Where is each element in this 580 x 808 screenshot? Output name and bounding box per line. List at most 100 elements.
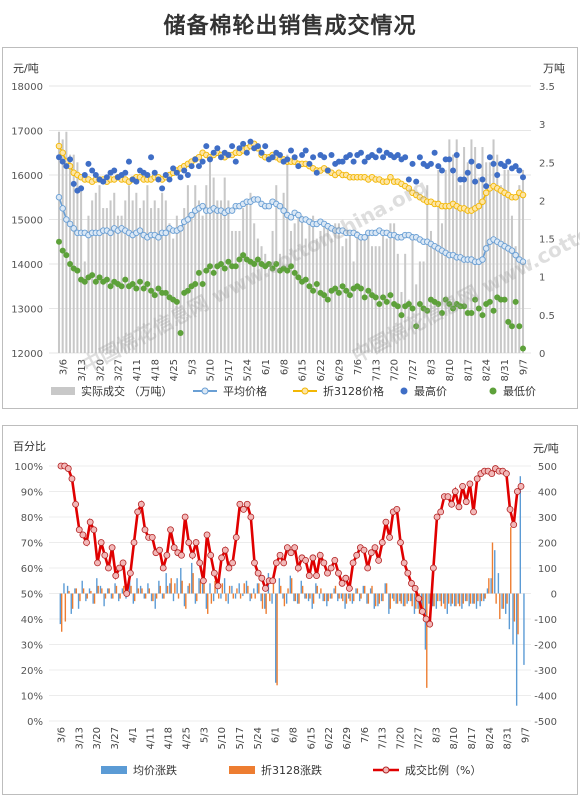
x-tick-label: 8/17 xyxy=(467,727,478,749)
low-price-point xyxy=(92,278,99,285)
p3128-change-bar xyxy=(378,593,381,604)
avg-change-bar xyxy=(194,593,197,604)
x-tick-label: 6/22 xyxy=(316,359,327,381)
volume-bar xyxy=(485,162,488,353)
ratio-point xyxy=(346,584,353,592)
avg-change-bar xyxy=(373,593,375,609)
low-price-point xyxy=(195,269,202,276)
avg-price-point xyxy=(265,202,273,210)
volume-bar xyxy=(400,291,403,353)
p3128-change-bar xyxy=(232,593,234,599)
high-price-point xyxy=(357,149,364,156)
p3128-change-bar xyxy=(221,583,224,594)
high-price-point xyxy=(258,149,265,156)
low-price-point xyxy=(295,274,302,281)
x-tick-label: 7/6 xyxy=(353,359,364,375)
avg-change-bar xyxy=(242,593,244,597)
x-tick-label: 7/27 xyxy=(408,359,419,381)
avg-change-bar xyxy=(275,593,277,683)
ratio-point xyxy=(302,556,310,564)
avg-change-bar xyxy=(165,573,167,594)
low-price-point xyxy=(203,267,210,274)
ratio-point xyxy=(411,584,419,592)
avg-change-bar xyxy=(501,593,503,609)
avg-change-bar xyxy=(344,593,346,609)
volume-bar xyxy=(194,185,197,353)
avg-change-bar xyxy=(348,593,350,599)
low-price-point xyxy=(398,312,405,319)
ratio-point xyxy=(433,513,441,521)
y-tick-label-right: 2 xyxy=(539,196,545,207)
avg-change-bar xyxy=(355,588,357,594)
low-price-point xyxy=(225,258,232,265)
high-price-point xyxy=(361,158,368,165)
avg-change-bar xyxy=(494,550,496,594)
y-tick-label-left: 10% xyxy=(21,692,43,703)
legend-label: 平均价格 xyxy=(223,384,267,398)
x-tick-label: 7/20 xyxy=(390,359,401,381)
avg-change-bar xyxy=(264,593,266,609)
volume-bar xyxy=(470,139,473,353)
avg-change-bar xyxy=(464,593,467,602)
legend-marker-p3128 xyxy=(301,387,309,395)
y-tick-label-right: 100 xyxy=(538,564,557,575)
x-tick-label: 6/8 xyxy=(289,727,300,743)
low-price-point xyxy=(291,269,298,276)
p3128-price-point xyxy=(59,149,66,156)
volume-bar xyxy=(157,208,160,353)
p3128-change-bar xyxy=(291,578,293,594)
volume-bar xyxy=(518,185,521,353)
volume-bar xyxy=(323,223,326,353)
p3128-change-bar xyxy=(188,583,191,594)
volume-bar xyxy=(61,139,64,353)
legend-marker-ratio xyxy=(382,766,390,774)
x-tick-label: 4/11 xyxy=(146,727,157,749)
x-tick-label: 8/24 xyxy=(485,727,496,749)
avg-change-bar xyxy=(103,593,105,607)
avg-change-bar xyxy=(358,593,361,602)
ratio-point xyxy=(214,582,222,590)
ratio-point xyxy=(459,483,466,490)
legend-label: 成交比例（%） xyxy=(405,763,481,777)
ratio-point xyxy=(251,559,258,567)
volume-bar xyxy=(245,200,248,353)
volume-bar xyxy=(389,223,392,353)
high-price-point xyxy=(505,158,512,165)
volume-bar xyxy=(286,154,289,353)
high-price-point xyxy=(464,169,471,176)
avg-change-bar xyxy=(512,593,514,645)
low-price-point xyxy=(74,267,81,274)
p3128-change-bar xyxy=(426,593,428,688)
p3128-change-bar xyxy=(177,593,180,599)
ratio-point xyxy=(83,539,90,546)
avg-change-bar xyxy=(212,593,215,602)
high-price-point xyxy=(133,178,140,185)
ratio-point xyxy=(473,475,481,483)
p3128-change-bar xyxy=(210,593,213,604)
low-price-point xyxy=(446,301,453,308)
low-price-point xyxy=(118,283,125,290)
p3128-change-bar xyxy=(327,593,329,602)
volume-bar xyxy=(437,169,440,353)
y-tick-label-right: 500 xyxy=(538,462,557,473)
avg-price-point xyxy=(177,225,184,232)
price-volume-chart: 元/吨 万吨 18000 17000 16000 15000 14000 13000 12000… xyxy=(11,62,565,398)
p3128-price-point xyxy=(519,191,527,199)
ratio-point xyxy=(97,539,105,546)
y-tick-label-right: 2.5 xyxy=(539,158,555,169)
p3128-change-bar xyxy=(517,593,519,635)
avg-change-bar xyxy=(340,593,343,599)
avg-change-bar xyxy=(369,588,372,594)
y-tick-label-left: 30% xyxy=(21,641,43,652)
volume-bar xyxy=(168,223,171,353)
p3128-change-bar xyxy=(404,593,406,607)
low-price-point xyxy=(472,296,479,303)
high-price-point xyxy=(276,151,283,158)
p3128-change-bar xyxy=(415,593,417,609)
x-tick-label: 5/17 xyxy=(235,727,246,749)
ratio-point xyxy=(404,569,412,577)
high-price-point xyxy=(324,167,331,174)
low-price-point xyxy=(173,298,180,305)
avg-change-bar xyxy=(329,593,332,599)
low-price-point xyxy=(302,276,309,283)
